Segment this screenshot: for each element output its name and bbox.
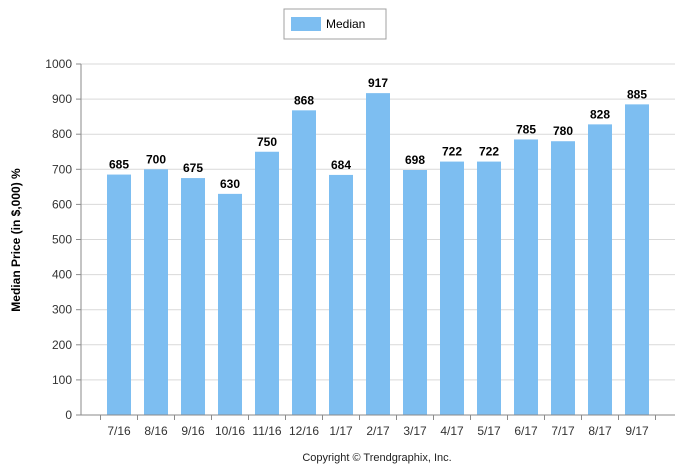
data-label: 700 (146, 152, 166, 166)
bar (477, 161, 501, 415)
bar (366, 93, 390, 416)
x-tick-label: 1/17 (329, 424, 353, 438)
y-tick-label: 500 (52, 233, 72, 247)
bar (625, 104, 649, 416)
y-tick-label: 1000 (45, 57, 72, 71)
bar (292, 110, 316, 415)
y-axis-title: Median Price (in $,000) % (9, 168, 23, 312)
data-label: 675 (183, 161, 203, 175)
data-label: 785 (516, 122, 536, 136)
data-label: 630 (220, 177, 240, 191)
legend: Median (283, 8, 387, 40)
bar (255, 151, 279, 415)
data-label: 868 (294, 93, 314, 107)
y-tick-label: 100 (52, 373, 72, 387)
y-axis-ticks: 0 100 200 300 400 500 600 700 800 900 1000 (45, 57, 81, 422)
legend-label: Median (326, 17, 365, 31)
data-label: 698 (405, 153, 425, 167)
y-tick-label: 900 (52, 92, 72, 106)
data-label: 917 (368, 76, 388, 90)
y-tick-label: 700 (52, 162, 72, 176)
x-tick-label: 3/17 (403, 424, 427, 438)
bar (403, 170, 427, 415)
data-label: 885 (627, 87, 647, 101)
bar (181, 178, 205, 415)
data-label: 722 (442, 145, 462, 159)
bar (329, 174, 353, 415)
x-tick-label: 10/16 (215, 424, 245, 438)
data-labels: 685 700 675 630 750 868 684 917 698 722 722 785 780 8… (109, 76, 647, 191)
legend-swatch (291, 17, 321, 31)
x-tick-label: 5/17 (477, 424, 501, 438)
x-tick-label: 4/17 (440, 424, 464, 438)
data-label: 780 (553, 124, 573, 138)
y-tick-label: 300 (52, 303, 72, 317)
data-label: 750 (257, 135, 277, 149)
data-label: 828 (590, 107, 610, 121)
bars (107, 93, 649, 416)
bar (514, 139, 538, 415)
y-tick-label: 200 (52, 338, 72, 352)
x-tick-label: 9/16 (181, 424, 205, 438)
x-tick-label: 7/17 (551, 424, 575, 438)
data-label: 684 (331, 158, 351, 172)
x-tick-label: 6/17 (514, 424, 538, 438)
x-tick-label: 12/16 (289, 424, 319, 438)
bar (440, 161, 464, 415)
bar (107, 174, 131, 415)
x-tick-label: 2/17 (366, 424, 390, 438)
data-label: 685 (109, 158, 129, 172)
bar (218, 193, 242, 415)
y-tick-label: 400 (52, 268, 72, 282)
y-tick-label: 600 (52, 197, 72, 211)
bar (551, 141, 575, 415)
x-tick-label: 11/16 (252, 424, 281, 438)
x-tick-label: 9/17 (625, 424, 649, 438)
x-axis-ticks: 7/16 8/16 9/16 10/16 11/16 12/16 1/17 2/17 3/17 4… (100, 415, 656, 438)
data-label: 722 (479, 145, 499, 159)
y-tick-label: 800 (52, 127, 72, 141)
bar (144, 169, 168, 415)
x-tick-label: 8/17 (588, 424, 612, 438)
x-tick-label: 7/16 (107, 424, 131, 438)
x-tick-label: 8/16 (144, 424, 168, 438)
y-tick-label: 0 (65, 408, 72, 422)
copyright-footer: Copyright © Trendgraphix, Inc. (302, 452, 451, 464)
bar (588, 124, 612, 415)
